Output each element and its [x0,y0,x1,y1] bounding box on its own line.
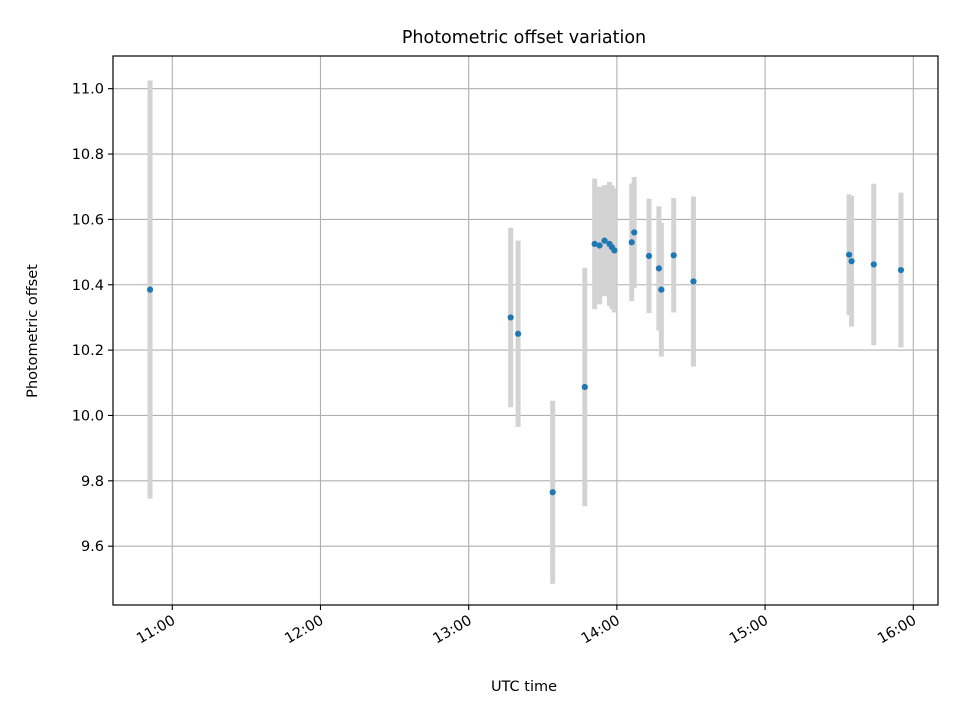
x-axis-label: UTC time [491,679,557,695]
y-tick-label: 11.0 [72,82,104,98]
y-tick-label: 10.0 [72,408,104,424]
data-point [611,247,618,254]
y-axis: 9.6 9.8 10.0 10.2 10.4 10.6 10.8 11.0 [72,82,113,555]
data-point [507,314,514,321]
y-axis-label: Photometric offset [25,264,41,398]
data-point [848,258,855,265]
plot-frame [112,55,939,606]
data-point [596,242,603,249]
grid-lines [113,56,938,605]
data-point [591,240,598,248]
data-point [601,237,608,244]
data-points [146,229,905,496]
y-tick-label: 10.8 [72,147,104,163]
data-point [845,251,853,258]
data-point [549,489,556,496]
y-tick-label: 9.6 [81,539,104,555]
data-point [581,383,588,391]
y-tick-label: 10.6 [72,212,104,228]
y-tick-label: 10.2 [72,343,104,359]
data-point [655,265,662,272]
data-point [670,252,677,259]
data-point [870,261,877,268]
data-point [631,229,638,236]
y-tick-label: 10.4 [72,278,104,294]
data-point [514,330,522,337]
data-point [658,286,665,293]
y-tick-label: 9.8 [81,474,104,490]
data-point [146,286,154,293]
data-point [628,239,635,246]
chart-title: Photometric offset variation [402,28,646,48]
data-point [690,278,697,285]
data-point [897,266,905,274]
data-point [645,252,653,260]
